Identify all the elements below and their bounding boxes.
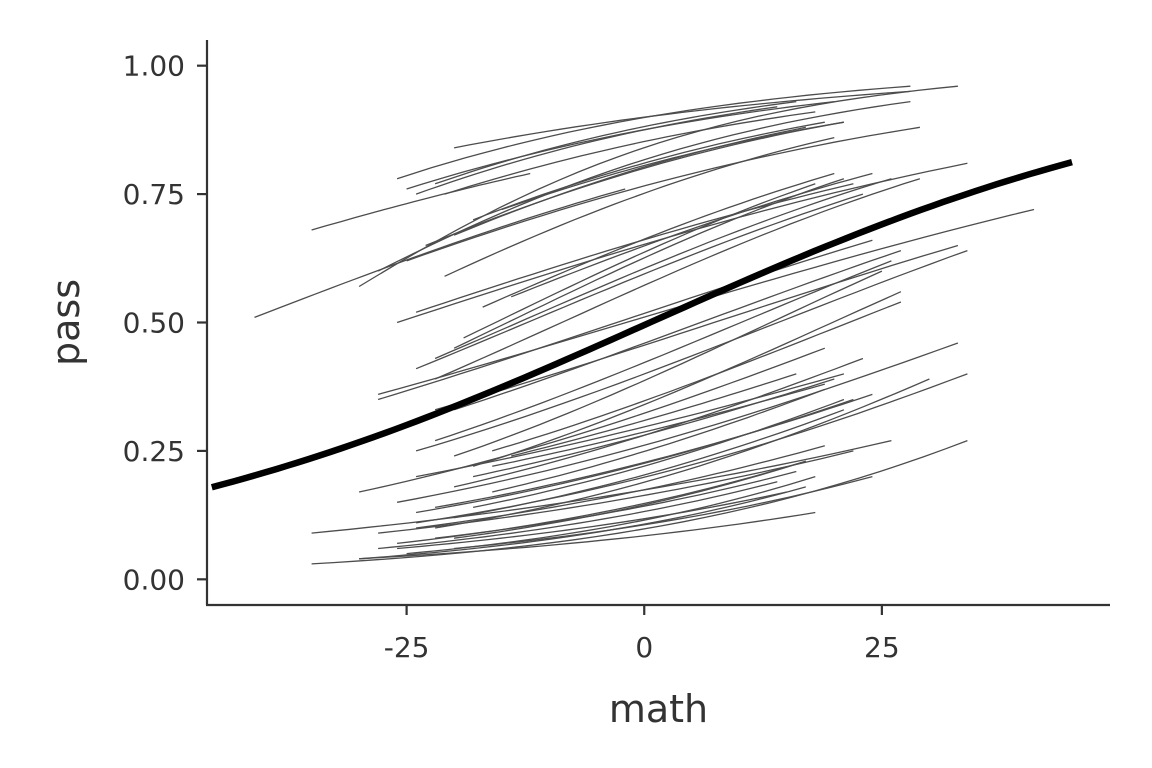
group-curve: [359, 486, 806, 560]
group-curve: [396, 162, 968, 324]
group-curve: [415, 373, 968, 524]
y-axis-ticks: 0.00 0.25 0.50 0.75 1.00: [123, 50, 207, 596]
group-curve: [510, 172, 873, 298]
group-curve: [453, 90, 911, 149]
group-curve: [453, 178, 845, 349]
group-curve: [359, 511, 816, 560]
group-curve: [453, 270, 883, 457]
group-curve: [472, 398, 845, 509]
group-curve: [492, 388, 826, 493]
group-curve: [463, 183, 816, 339]
group-curve: [358, 347, 826, 493]
group-curve: [377, 239, 873, 401]
group-curve: [415, 193, 864, 370]
x-tick-label: -25: [384, 631, 430, 664]
x-tick-label: 25: [864, 631, 900, 664]
group-curve: [434, 260, 892, 442]
group-curve: [472, 291, 902, 467]
group-curve: [415, 183, 854, 313]
group-curve: [501, 121, 845, 211]
y-tick-label: 0.50: [123, 307, 185, 340]
group-curve: [472, 121, 825, 221]
group-curve: [378, 481, 778, 550]
group-curve: [511, 373, 797, 457]
y-axis-title: pass: [44, 279, 88, 366]
group-curve: [492, 383, 825, 467]
group-curve: [482, 172, 835, 308]
group-curve: [434, 178, 892, 360]
group-curve: [358, 85, 958, 288]
group-curve: [454, 460, 806, 539]
x-axis-ticks: -25 0 25: [384, 605, 900, 664]
group-curve: [415, 106, 778, 195]
group-curve: [435, 470, 797, 539]
group-curve: [444, 136, 835, 277]
group-curve: [378, 450, 854, 534]
group-curve: [406, 126, 921, 262]
y-tick-label: 0.75: [123, 178, 185, 211]
axes: [205, 40, 1110, 607]
group-curve: [254, 188, 626, 319]
group-curve: [434, 178, 921, 380]
y-tick-label: 0.25: [123, 435, 185, 468]
x-axis-title: math: [609, 687, 708, 731]
group-curve: [444, 111, 816, 195]
group-curve: [415, 373, 845, 478]
group-curve: [453, 126, 806, 236]
mean-curve: [210, 158, 1073, 491]
y-tick-label: 1.00: [123, 50, 185, 83]
group-curve: [397, 491, 787, 550]
group-curve: [396, 342, 959, 503]
x-tick-label: 0: [635, 631, 653, 664]
group-curve: [453, 249, 902, 411]
group-curve: [434, 393, 873, 509]
group-curve: [311, 172, 531, 231]
group-curve: [434, 100, 797, 185]
group-curve: [434, 244, 959, 411]
group-curve: [492, 301, 902, 452]
group-curve: [311, 439, 892, 534]
group-curve: [415, 249, 968, 452]
group-curve: [406, 100, 835, 190]
group-curve: [416, 445, 825, 529]
group-curve: [311, 439, 968, 565]
group-curve: [406, 475, 816, 555]
group-curves: [254, 85, 1035, 565]
y-tick-label: 0.00: [123, 563, 185, 596]
group-curve: [472, 378, 835, 478]
